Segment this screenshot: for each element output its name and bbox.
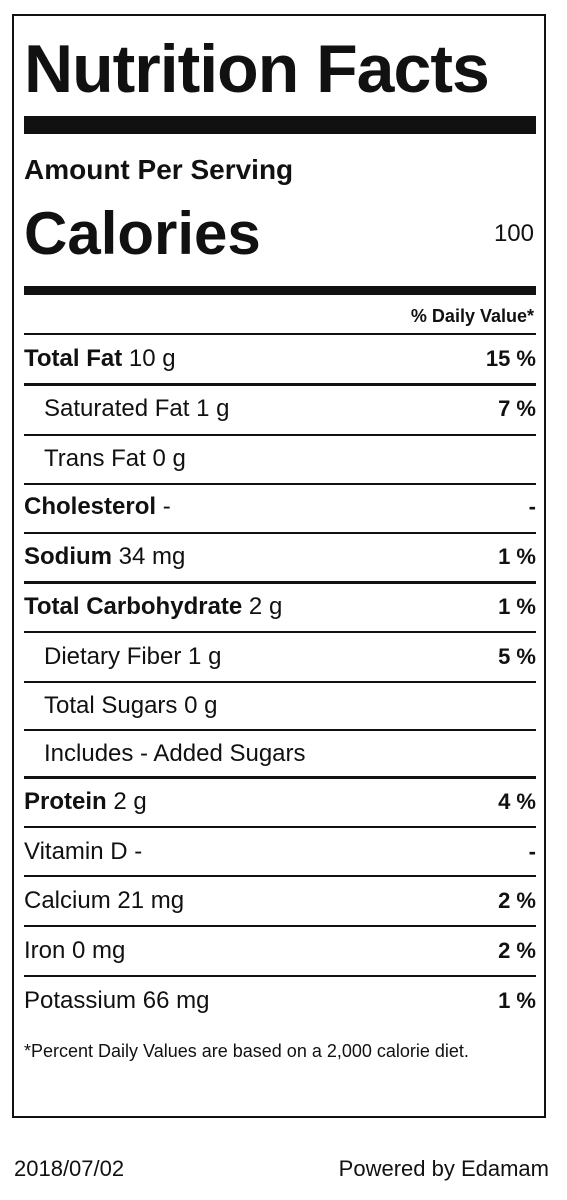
nutrient-dv: 7 %	[498, 396, 536, 421]
divider	[24, 826, 536, 828]
divider	[24, 581, 536, 584]
nutrient-dv: 4 %	[498, 789, 536, 814]
divider	[24, 875, 536, 877]
nutrition-label: Nutrition Facts Amount Per Serving Calor…	[12, 14, 546, 1118]
nutrient-row-added-sugars: Includes - Added Sugars	[44, 731, 536, 777]
divider	[24, 333, 536, 335]
nutrient-row-protein: Protein 2 g 4 %	[24, 779, 536, 825]
nutrient-row-total-fat: Total Fat 10 g 15 %	[24, 336, 536, 382]
nutrient-amount: 34 mg	[118, 543, 186, 570]
nutrient-dv: -	[528, 494, 536, 519]
nutrient-row-trans-fat: Trans Fat 0 g	[44, 436, 536, 482]
nutrient-name: Sodium	[24, 543, 112, 570]
divider	[24, 925, 536, 927]
nutrient-amount: 10 g	[128, 345, 176, 372]
nutrient-row-cholesterol: Cholesterol - -	[24, 484, 536, 530]
nutrient-name: Protein	[24, 788, 107, 815]
label-title: Nutrition Facts	[24, 31, 490, 107]
nutrient-dv: 2 %	[498, 888, 536, 913]
nutrient-amount: 66 mg	[142, 987, 210, 1014]
divider	[24, 975, 536, 977]
divider	[24, 434, 536, 436]
nutrient-row-vitamin-d: Vitamin D - -	[24, 829, 536, 875]
nutrient-name: Potassium	[24, 987, 137, 1014]
nutrient-dv: 15 %	[485, 346, 536, 371]
nutrient-dv: 1 %	[498, 594, 536, 619]
nutrient-name: Includes - Added Sugars	[44, 740, 306, 767]
nutrient-name: Total Sugars	[44, 692, 178, 719]
nutrient-row-iron: Iron 0 mg 2 %	[24, 928, 536, 974]
divider	[24, 729, 536, 731]
nutrient-dv: 1 %	[498, 988, 536, 1013]
footnote: *Percent Daily Values are based on a 2,0…	[24, 1041, 469, 1061]
nutrient-row-total-sugars: Total Sugars 0 g	[44, 683, 536, 729]
divider	[24, 532, 536, 534]
powered-by-link[interactable]: Powered by Edamam	[338, 1156, 549, 1181]
nutrient-amount: 2 g	[248, 593, 283, 620]
divider	[24, 681, 536, 683]
divider	[24, 483, 536, 485]
divider	[24, 776, 536, 779]
nutrient-row-potassium: Potassium 66 mg 1 %	[24, 978, 536, 1024]
medium-divider	[24, 286, 536, 295]
divider	[24, 631, 536, 633]
divider	[24, 383, 536, 386]
nutrient-amount: 2 g	[113, 788, 147, 815]
nutrient-name: Saturated Fat	[44, 395, 190, 422]
nutrient-amount: 1 g	[188, 643, 222, 670]
nutrient-row-calcium: Calcium 21 mg 2 %	[24, 878, 536, 924]
nutrient-row-total-carbohydrate: Total Carbohydrate 2 g 1 %	[24, 584, 536, 630]
nutrient-dv: 5 %	[498, 644, 536, 669]
nutrient-amount: 0 mg	[72, 937, 126, 964]
nutrient-dv: -	[528, 839, 536, 864]
nutrient-name: Total Fat	[24, 345, 123, 372]
nutrient-amount: -	[162, 493, 171, 520]
nutrient-name: Dietary Fiber	[44, 643, 182, 670]
nutrient-name: Trans Fat	[44, 445, 146, 472]
nutrient-name: Iron	[24, 937, 66, 964]
daily-value-header: % Daily Value*	[410, 306, 534, 326]
nutrient-row-saturated-fat: Saturated Fat 1 g 7 %	[44, 386, 536, 432]
calories-label: Calories	[24, 200, 261, 267]
calories-value: 100	[493, 220, 534, 247]
nutrient-row-sodium: Sodium 34 mg 1 %	[24, 534, 536, 580]
nutrient-name: Calcium	[24, 887, 111, 914]
nutrient-name: Cholesterol	[24, 493, 157, 520]
nutrient-row-dietary-fiber: Dietary Fiber 1 g 5 %	[44, 634, 536, 680]
nutrient-amount: 0 g	[152, 445, 186, 472]
thick-divider	[24, 116, 536, 134]
nutrient-name: Total Carbohydrate	[24, 593, 243, 620]
nutrient-amount: 21 mg	[117, 887, 185, 914]
nutrient-amount: -	[134, 838, 143, 865]
date-stamp: 2018/07/02	[14, 1156, 125, 1181]
nutrient-name: Vitamin D	[24, 838, 128, 865]
nutrient-dv: 2 %	[498, 938, 536, 963]
nutrient-dv: 1 %	[498, 544, 536, 569]
amount-per-serving: Amount Per Serving	[24, 154, 294, 185]
nutrient-amount: 0 g	[184, 692, 218, 719]
nutrient-amount: 1 g	[196, 395, 230, 422]
